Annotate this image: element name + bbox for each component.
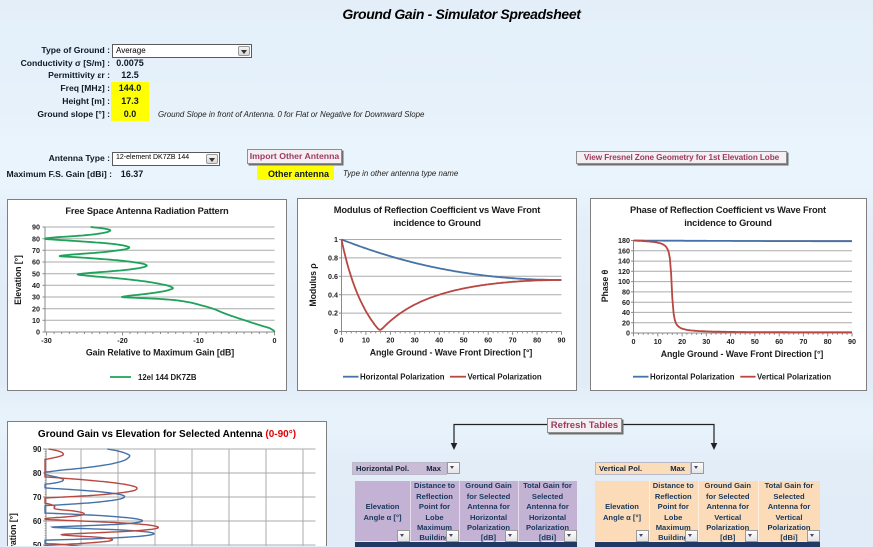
svg-text:Elevation [°]: Elevation [°]: [13, 255, 23, 305]
svg-text:Horizontal Polarization: Horizontal Polarization: [650, 373, 735, 382]
svg-text:90: 90: [558, 336, 566, 345]
svg-text:70: 70: [509, 336, 517, 345]
svg-text:-20: -20: [117, 336, 127, 345]
svg-text:Phase of Reflection Coefficien: Phase of Reflection Coefficient vs Wave …: [630, 205, 826, 215]
svg-text:-30: -30: [41, 336, 51, 345]
svg-text:50: 50: [33, 541, 42, 546]
svg-text:Phase θ: Phase θ: [600, 269, 610, 302]
svg-text:10: 10: [654, 337, 662, 346]
svg-text:0.2: 0.2: [328, 309, 338, 318]
svg-text:80: 80: [32, 234, 40, 243]
svg-text:Gain Relative to Maximum Gain: Gain Relative to Maximum Gain [dB]: [86, 348, 234, 358]
svg-text:0: 0: [273, 336, 277, 345]
svg-text:20: 20: [622, 318, 630, 327]
svg-text:180: 180: [618, 236, 630, 245]
svg-text:0: 0: [626, 329, 630, 338]
svg-text:Modulus ρ: Modulus ρ: [308, 263, 318, 307]
svg-text:70: 70: [799, 337, 807, 346]
svg-text:30: 30: [411, 336, 419, 345]
svg-text:Ground Gain vs Elevation for S: Ground Gain vs Elevation for Selected An…: [38, 429, 296, 440]
svg-text:0: 0: [632, 337, 636, 346]
svg-text:20: 20: [678, 337, 686, 346]
svg-text:120: 120: [618, 267, 630, 276]
svg-text:0.4: 0.4: [328, 290, 338, 299]
svg-text:10: 10: [32, 316, 40, 325]
svg-text:12el 144 DK7ZB: 12el 144 DK7ZB: [138, 373, 197, 382]
svg-text:80: 80: [33, 469, 42, 478]
svg-text:30: 30: [32, 293, 40, 302]
svg-text:20: 20: [386, 336, 394, 345]
svg-text:Vertical Polarization: Vertical Polarization: [468, 373, 542, 382]
svg-text:Modulus of Reflection Coeffici: Modulus of Reflection Coefficient vs Wav…: [334, 205, 541, 215]
svg-text:incidence to Ground: incidence to Ground: [393, 218, 481, 228]
svg-text:50: 50: [460, 336, 468, 345]
svg-text:50: 50: [751, 337, 759, 346]
svg-text:Angle Ground - Wave Front Dire: Angle Ground - Wave Front Direction [°]: [661, 349, 824, 359]
svg-text:0: 0: [334, 327, 338, 336]
svg-text:40: 40: [622, 308, 630, 317]
svg-text:0.6: 0.6: [328, 272, 338, 281]
svg-text:Vertical Polarization: Vertical Polarization: [757, 373, 831, 382]
svg-text:90: 90: [848, 337, 856, 346]
svg-text:60: 60: [622, 298, 630, 307]
svg-text:Horizontal Polarization: Horizontal Polarization: [360, 373, 445, 382]
svg-text:80: 80: [622, 288, 630, 297]
svg-text:70: 70: [33, 493, 42, 502]
svg-text:0: 0: [36, 328, 40, 337]
svg-text:60: 60: [33, 517, 42, 526]
svg-text:80: 80: [824, 337, 832, 346]
svg-text:1: 1: [334, 235, 338, 244]
svg-text:90: 90: [32, 223, 40, 232]
svg-text:60: 60: [484, 336, 492, 345]
svg-text:80: 80: [533, 336, 541, 345]
svg-text:Free Space Antenna Radiation P: Free Space Antenna Radiation Pattern: [65, 206, 229, 216]
svg-text:Angle Ground - Wave Front Dire: Angle Ground - Wave Front Direction [°]: [370, 348, 533, 358]
svg-text:160: 160: [618, 246, 630, 255]
svg-text:140: 140: [618, 257, 630, 266]
svg-text:20: 20: [32, 304, 40, 313]
svg-text:60: 60: [32, 258, 40, 267]
svg-text:-10: -10: [193, 336, 203, 345]
svg-text:40: 40: [727, 337, 735, 346]
svg-text:70: 70: [32, 246, 40, 255]
svg-text:incidence to Ground: incidence to Ground: [684, 218, 772, 228]
svg-text:30: 30: [702, 337, 710, 346]
svg-text:0.8: 0.8: [328, 254, 338, 263]
svg-text:90: 90: [33, 445, 42, 454]
svg-text:60: 60: [775, 337, 783, 346]
svg-text:10: 10: [362, 336, 370, 345]
svg-text:40: 40: [32, 281, 40, 290]
svg-text:100: 100: [618, 277, 630, 286]
svg-text:Elevation [°]: Elevation [°]: [8, 513, 18, 546]
svg-text:50: 50: [32, 269, 40, 278]
svg-text:40: 40: [435, 336, 443, 345]
svg-text:0: 0: [340, 336, 344, 345]
